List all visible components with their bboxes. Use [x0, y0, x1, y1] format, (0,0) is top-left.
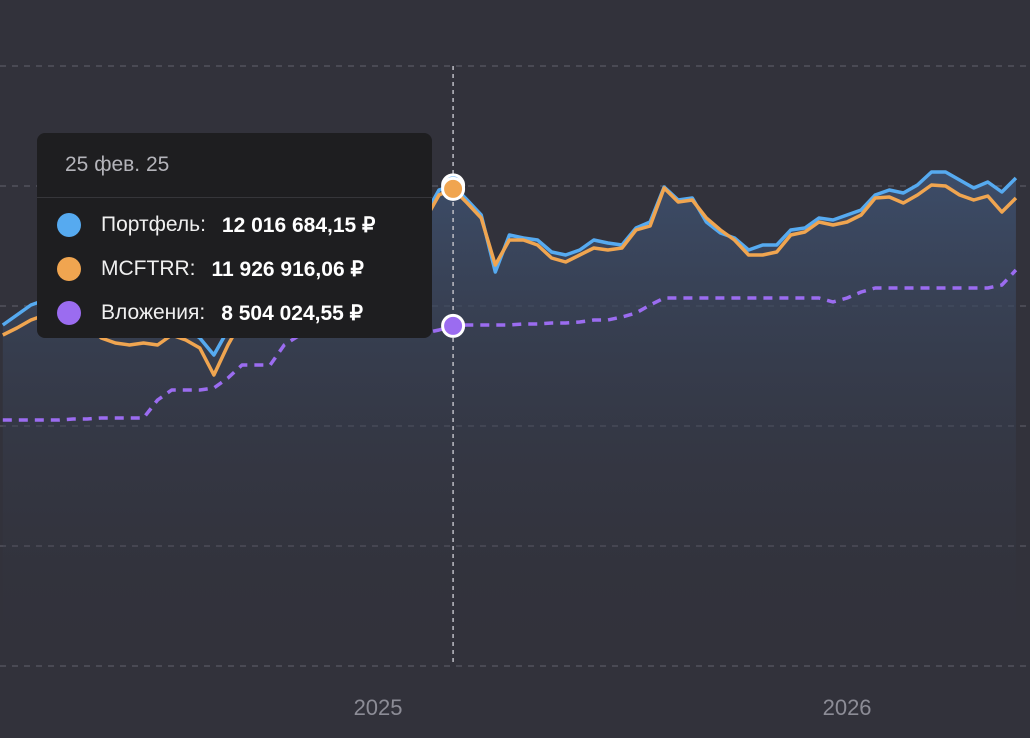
tooltip-row: Вложения: 8 504 024,55 ₽ [57, 298, 363, 328]
x-tick-label: 2025 [354, 695, 403, 720]
tooltip-value: 12 016 684,15 ₽ [221, 213, 376, 237]
tooltip-row: MCFTRR: 11 926 916,06 ₽ [57, 254, 364, 284]
tooltip-label: Портфель: [101, 213, 206, 236]
series-line [2, 268, 1018, 422]
tooltip-title: 25 фев. 25 [37, 133, 432, 198]
legend-dot [57, 257, 81, 281]
hover-marker [441, 313, 466, 338]
tooltip-row: Портфель: 12 016 684,15 ₽ [57, 210, 375, 240]
x-tick-label: 2026 [823, 695, 872, 720]
legend-dot [57, 213, 81, 237]
tooltip-label: MCFTRR: [101, 257, 196, 280]
tooltip-value: 8 504 024,55 ₽ [221, 301, 364, 325]
legend-dot [57, 301, 81, 325]
tooltip-label: Вложения: [101, 301, 206, 324]
area [2, 172, 1016, 666]
tooltip: 25 фев. 25 Портфель: 12 016 684,15 ₽ MCFTR… [37, 133, 432, 338]
tooltip-value: 11 926 916,06 ₽ [211, 257, 364, 281]
hover-marker [441, 176, 466, 201]
